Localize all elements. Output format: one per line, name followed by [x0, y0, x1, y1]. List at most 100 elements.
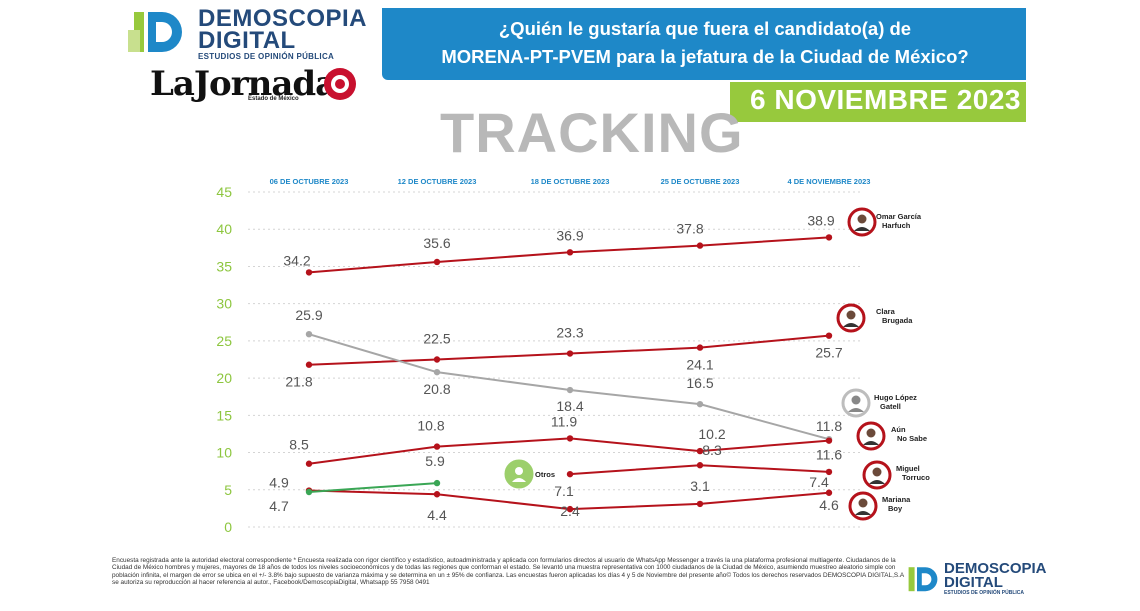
y-tick-label: 10 [216, 445, 232, 461]
x-category-label: 06 DE OCTUBRE 2023 [270, 177, 349, 186]
methodology-footnote: Encuesta registrada ante la autoridad el… [112, 557, 904, 587]
data-label: 18.4 [556, 398, 583, 414]
data-point [696, 500, 704, 508]
y-tick-label: 25 [216, 333, 232, 349]
legend-name-line1: Clara [876, 307, 896, 316]
y-tick-label: 40 [216, 221, 232, 237]
data-point [433, 491, 441, 498]
x-category-label: 25 DE OCTUBRE 2023 [661, 177, 740, 186]
avatar-body-icon [855, 511, 871, 515]
data-label: 7.4 [809, 474, 829, 490]
data-point [566, 350, 574, 357]
y-tick-label: 45 [216, 184, 232, 200]
y-tick-label: 20 [216, 370, 232, 386]
data-label: 8.3 [702, 442, 722, 458]
legend-name-line1: Hugo López [874, 393, 917, 402]
avatar-head-icon [515, 467, 523, 475]
series-line [308, 482, 438, 494]
legend-name-line2: Brugada [882, 316, 913, 325]
footer-brand-line2: DIGITAL [944, 574, 1003, 591]
data-label: 3.1 [690, 478, 710, 494]
data-point [433, 479, 441, 487]
data-point [825, 332, 833, 339]
brand-subtitle: ESTUDIOS DE OPINIÓN PÚBLICA [198, 52, 335, 61]
data-label: 23.3 [556, 325, 583, 341]
data-point [825, 437, 833, 444]
avatar-body-icon [512, 478, 526, 482]
data-label: 8.5 [289, 437, 309, 453]
footer-brand-subtitle: ESTUDIOS DE OPINIÓN PÚBLICA [944, 590, 1025, 596]
data-point [566, 249, 574, 256]
data-label: 38.9 [807, 212, 834, 228]
data-label: 7.1 [554, 483, 574, 499]
data-label: 11.6 [816, 447, 842, 463]
y-tick-label: 30 [216, 296, 232, 312]
avatar-body-icon [854, 227, 870, 231]
data-point [825, 468, 833, 476]
data-label: 25.7 [815, 345, 842, 361]
avatar-body-icon [848, 408, 864, 412]
data-label: 11.8 [816, 418, 842, 434]
x-category-label: 18 DE OCTUBRE 2023 [531, 177, 610, 186]
data-point [305, 330, 313, 338]
data-label: 20.8 [423, 381, 450, 397]
legend-name-line1: Miguel [896, 464, 920, 473]
data-point [305, 269, 313, 276]
x-category-label: 4 DE NOVIEMBRE 2023 [788, 177, 871, 186]
legend-name-line1: Aún [891, 425, 906, 434]
legend-name-line2: Torruco [902, 473, 930, 482]
avatar-body-icon [863, 441, 879, 445]
date-banner [730, 82, 1026, 122]
legend-name-line2: Harfuch [882, 221, 911, 230]
avatar-head-icon [846, 310, 856, 320]
footer-logo-icon [908, 567, 938, 592]
x-category-label: 12 DE OCTUBRE 2023 [398, 177, 477, 186]
data-point [305, 361, 313, 368]
data-point [566, 505, 574, 513]
data-point [696, 400, 704, 408]
footer-brand-line1: DEMOSCOPIA [944, 560, 1047, 577]
data-point [696, 447, 704, 455]
data-point [433, 258, 441, 266]
data-point [566, 435, 574, 442]
data-label: 24.1 [686, 357, 713, 373]
survey-date: 6 NOVIEMBRE 2023 [750, 84, 1021, 115]
data-label: 4.7 [269, 498, 289, 514]
question-banner [382, 8, 1026, 80]
data-point [566, 470, 574, 478]
data-label: 36.9 [556, 227, 583, 243]
avatar-head-icon [857, 214, 867, 224]
legend-name-line2: Boy [888, 504, 903, 513]
question-line-1: ¿Quién le gustaría que fuera el candidat… [498, 18, 912, 39]
avatar-head-icon [872, 467, 882, 477]
y-tick-label: 15 [216, 407, 232, 423]
data-label: 10.2 [698, 426, 725, 442]
y-tick-label: 0 [224, 519, 232, 535]
data-label: 5.9 [425, 453, 445, 469]
y-tick-label: 35 [216, 258, 232, 274]
data-point [433, 356, 441, 363]
brand-name: DEMOSCOPIA DIGITAL [198, 7, 367, 54]
data-label: 22.5 [423, 331, 450, 347]
data-label: 4.6 [819, 497, 839, 513]
legend-name-line1: Omar García [876, 212, 922, 221]
demoscopia-logo-icon [128, 12, 182, 52]
data-point [433, 368, 441, 376]
data-label: 35.6 [423, 235, 450, 251]
data-label: 10.8 [417, 418, 444, 434]
legend-name-line1: Otros [535, 470, 555, 479]
data-label: 37.8 [676, 221, 703, 237]
partner-subtitle: Estado de México [248, 96, 299, 102]
data-label: 4.9 [269, 475, 289, 491]
series-line [308, 437, 830, 465]
data-point [696, 462, 704, 469]
avatar-body-icon [843, 323, 859, 327]
tracking-watermark: TRACKING [440, 101, 744, 164]
data-point [825, 489, 833, 496]
legend-name-line1: Mariana [882, 495, 911, 504]
data-point [305, 460, 313, 467]
avatar-head-icon [858, 498, 868, 508]
brand-line2: DIGITAL [198, 27, 296, 54]
data-label: 21.8 [285, 374, 312, 390]
